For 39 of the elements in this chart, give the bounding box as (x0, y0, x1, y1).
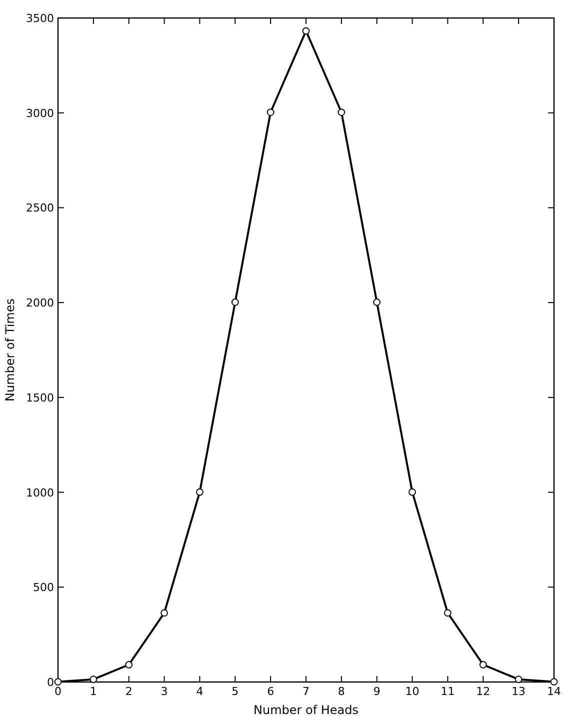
point (444, 609, 452, 617)
x-axis-title: Number of Heads (253, 703, 359, 717)
point (196, 488, 204, 496)
point (125, 661, 133, 668)
x-tick-label: 10 (405, 685, 420, 698)
x-tick-label: 4 (196, 685, 204, 698)
y-tick-label: 2000 (26, 296, 54, 310)
y-tick-label: 1000 (26, 486, 54, 500)
y-tick-label: 3000 (26, 106, 54, 120)
point (408, 488, 416, 496)
point (266, 108, 274, 116)
x-tick-label: 9 (373, 685, 380, 698)
x-tick-label: 14 (547, 685, 561, 698)
x-tick-label: 8 (338, 685, 345, 698)
x-tick-label: 2 (125, 685, 132, 698)
y-tick-label: 3500 (26, 12, 54, 25)
x-tick-label: 12 (476, 685, 490, 698)
y-tick-label: 500 (33, 581, 54, 594)
point (550, 678, 558, 686)
x-tick-label: 6 (267, 685, 274, 698)
x-tick-label: 5 (232, 685, 239, 698)
y-tick-label: 1500 (26, 391, 54, 404)
x-tick-label: 11 (440, 685, 455, 698)
x-tick-label: 13 (512, 685, 526, 698)
y-tick-label: 2500 (26, 202, 54, 215)
point (338, 108, 346, 116)
point (231, 298, 239, 306)
y-axis-title: Number of Times (3, 298, 17, 402)
x-tick-label: 1 (90, 685, 97, 698)
point (54, 678, 62, 686)
point (373, 298, 381, 306)
point (90, 676, 98, 684)
point (479, 661, 487, 668)
point (514, 676, 522, 684)
y-tick-label: 0 (47, 676, 54, 689)
x-tick-label: 7 (302, 685, 310, 698)
point (302, 27, 310, 35)
point (160, 609, 168, 617)
x-tick-label: 3 (160, 685, 168, 698)
